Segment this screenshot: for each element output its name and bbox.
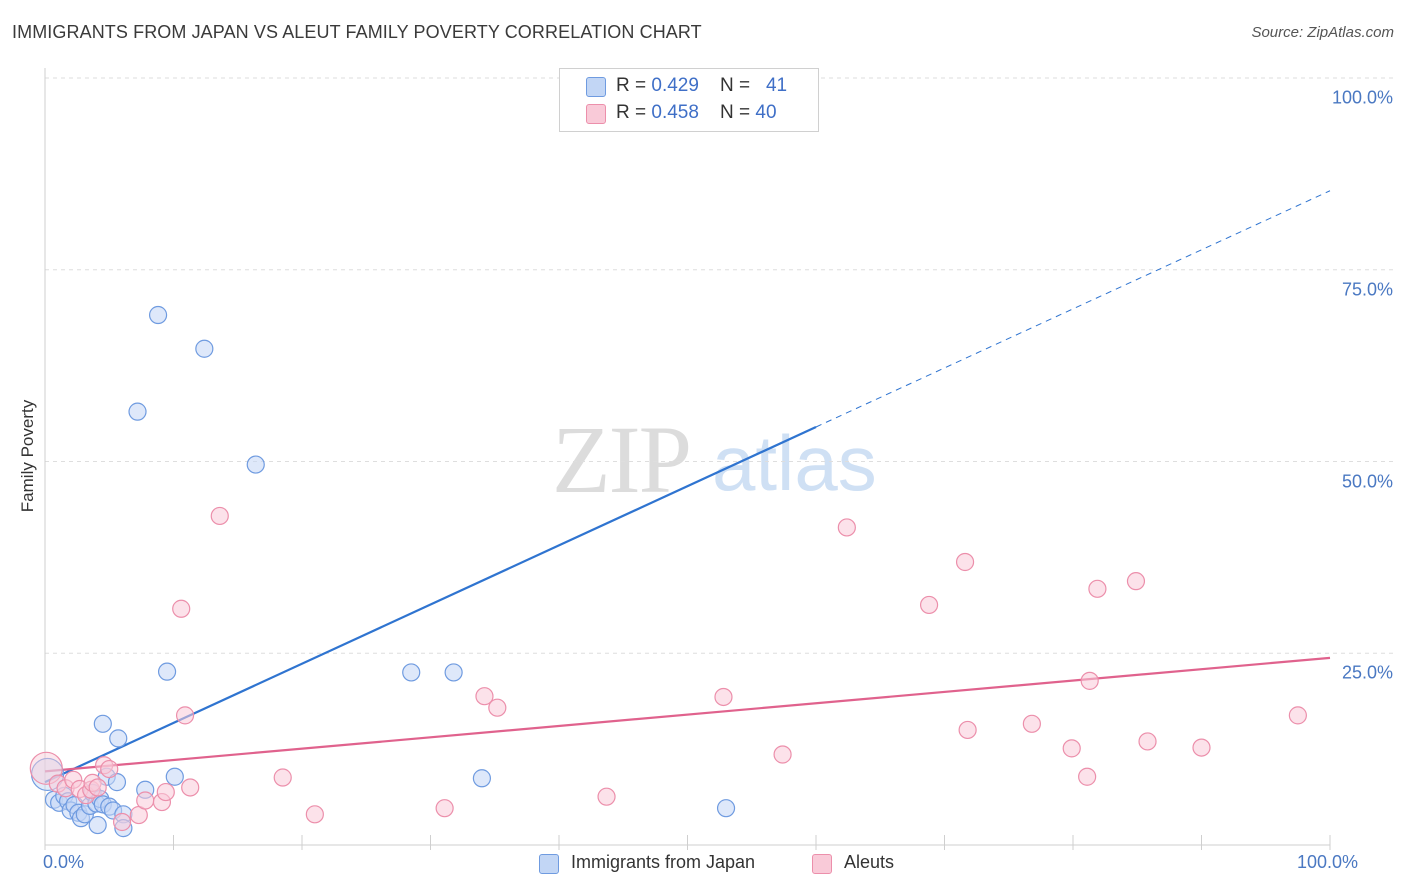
- point-aleuts-22: [435, 799, 454, 818]
- stats-text-aleuts: R = 0.458 N = 40: [616, 102, 777, 123]
- point-aleuts-34: [1078, 767, 1097, 786]
- point-japan-33: [472, 769, 491, 788]
- point-aleuts-20: [273, 768, 292, 787]
- legend-label-japan: Immigrants from Japan: [571, 852, 756, 872]
- point-aleuts-23: [475, 687, 494, 706]
- point-japan-30: [246, 455, 265, 474]
- y-tick-label-0: 25.0%: [1341, 662, 1393, 683]
- point-aleuts-27: [773, 745, 792, 764]
- point-japan-27: [157, 662, 177, 681]
- point-aleuts-40: [1288, 706, 1307, 725]
- point-japan-29: [195, 339, 214, 358]
- point-japan-24: [128, 402, 147, 421]
- point-aleuts-31: [958, 720, 977, 740]
- legend-swatch-aleuts: [812, 854, 832, 874]
- point-aleuts-36: [1088, 579, 1107, 598]
- point-aleuts-19: [210, 506, 229, 526]
- point-japan-31: [402, 663, 421, 682]
- point-aleuts-29: [919, 595, 939, 615]
- watermark: ZIP atlas: [552, 406, 877, 513]
- watermark-zip: ZIP: [552, 406, 690, 513]
- y-tick-label-3: 100.0%: [1331, 87, 1393, 108]
- stats-swatch-aleuts: [586, 104, 606, 124]
- axes: [44, 68, 1331, 850]
- stats-text-japan: R = 0.429 N = 41: [616, 75, 788, 96]
- point-aleuts-38: [1138, 732, 1157, 751]
- chart-legend: Immigrants from Japan Aleuts: [0, 852, 1406, 878]
- point-japan-28: [165, 767, 184, 786]
- legend-label-aleuts: Aleuts: [844, 852, 895, 872]
- x-tick-label-1: 100.0%: [1296, 852, 1358, 872]
- point-aleuts-30: [955, 552, 975, 572]
- trend-line-japan: [44, 425, 817, 784]
- point-aleuts-37: [1126, 572, 1146, 591]
- data-points: [29, 305, 1307, 838]
- point-japan-21: [109, 729, 128, 748]
- point-aleuts-25: [597, 787, 616, 806]
- point-japan-13: [88, 815, 107, 835]
- point-aleuts-10: [100, 759, 119, 779]
- x-tick-label-0: 0.0%: [43, 852, 85, 872]
- point-aleuts-11: [112, 812, 132, 832]
- point-aleuts-17: [175, 706, 195, 725]
- point-aleuts-26: [714, 687, 733, 707]
- stats-swatch-japan: [586, 77, 606, 97]
- y-tick-label-2: 75.0%: [1341, 279, 1393, 300]
- point-japan-16: [93, 714, 112, 733]
- y-tick-label-1: 50.0%: [1341, 471, 1393, 491]
- point-aleuts-24: [488, 698, 507, 717]
- grid-lines: [45, 77, 1395, 654]
- point-japan-32: [444, 663, 463, 682]
- point-aleuts-35: [1080, 671, 1099, 690]
- point-aleuts-32: [1022, 714, 1041, 733]
- point-aleuts-18: [181, 778, 200, 797]
- chart-source: Source: ZipAtlas.com: [1251, 24, 1394, 41]
- point-aleuts-15: [156, 782, 175, 802]
- point-aleuts-28: [837, 518, 856, 537]
- point-aleuts-8: [88, 778, 107, 797]
- point-aleuts-21: [305, 805, 324, 824]
- trend-lines: [44, 190, 1331, 784]
- point-aleuts-39: [1192, 738, 1211, 757]
- legend-swatch-japan: [539, 854, 559, 874]
- trend-line-aleuts: [44, 656, 1331, 773]
- point-aleuts-13: [136, 791, 155, 810]
- point-japan-34: [716, 799, 736, 818]
- point-aleuts-16: [172, 599, 191, 618]
- correlation-stats-box: R = 0.429 N = 41 R = 0.458 N = 40: [559, 68, 819, 132]
- point-aleuts-33: [1062, 739, 1081, 758]
- chart-title: IMMIGRANTS FROM JAPAN VS ALEUT FAMILY PO…: [12, 22, 702, 42]
- point-japan-26: [148, 305, 168, 325]
- trend-line-extension-japan: [815, 190, 1331, 428]
